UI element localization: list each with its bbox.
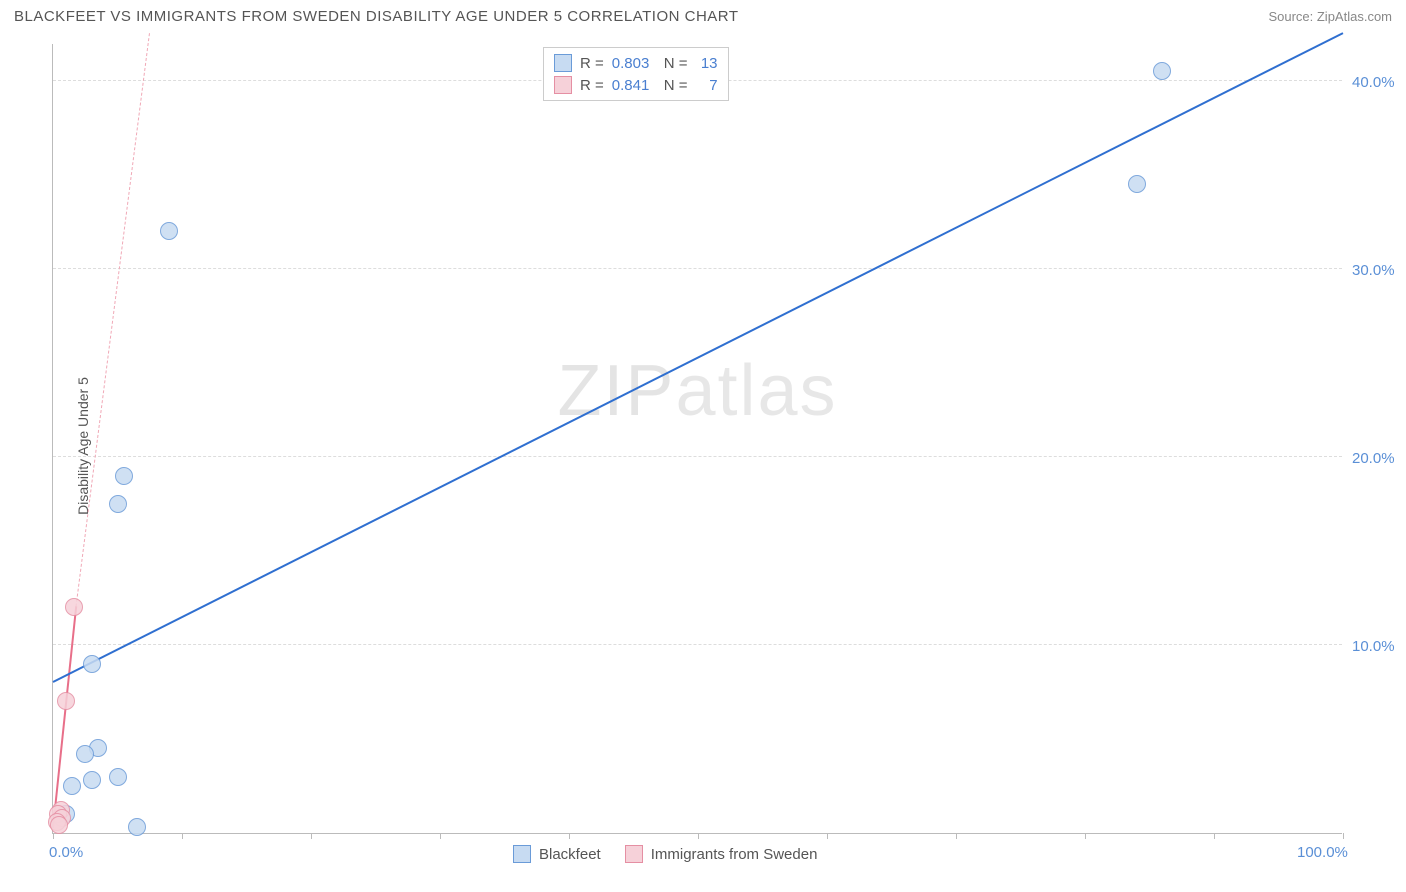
data-point [83,771,101,789]
y-tick-label: 20.0% [1352,450,1406,467]
watermark: ZIPatlas [557,350,837,432]
x-tick [1343,833,1344,839]
watermark-light: atlas [675,351,837,431]
x-tick [698,833,699,839]
x-tick [53,833,54,839]
trend-line [52,606,77,828]
trend-line [53,32,1344,683]
data-point [57,692,75,710]
x-tick-label: 100.0% [1297,844,1348,861]
y-tick-label: 30.0% [1352,262,1406,279]
data-point [83,655,101,673]
legend-item: Immigrants from Sweden [625,845,818,863]
x-tick [569,833,570,839]
gridline [53,268,1342,269]
data-point [65,598,83,616]
chart-source: Source: ZipAtlas.com [1268,9,1392,24]
x-tick [440,833,441,839]
data-point [1128,175,1146,193]
x-tick [1085,833,1086,839]
correlation-legend: R = 0.803 N = 13 R = 0.841 N = 7 [543,47,729,101]
data-point [50,816,68,834]
chart-title: BLACKFEET VS IMMIGRANTS FROM SWEDEN DISA… [14,8,739,25]
data-point [109,495,127,513]
data-point [63,777,81,795]
gridline [53,456,1342,457]
data-point [128,818,146,836]
data-point [109,768,127,786]
r-label: R = [580,77,604,94]
n-value: 13 [696,55,718,72]
y-tick-label: 10.0% [1352,638,1406,655]
legend-row: R = 0.841 N = 7 [554,74,718,96]
data-point [76,745,94,763]
r-value: 0.803 [612,55,656,72]
gridline [53,644,1342,645]
y-tick-label: 40.0% [1352,74,1406,91]
legend-item: Blackfeet [513,845,601,863]
legend-label: Blackfeet [539,846,601,863]
data-point [1153,62,1171,80]
chart-header: BLACKFEET VS IMMIGRANTS FROM SWEDEN DISA… [0,0,1406,29]
data-point [115,467,133,485]
x-tick [956,833,957,839]
r-value: 0.841 [612,77,656,94]
x-tick [1214,833,1215,839]
data-point [160,222,178,240]
n-value: 7 [696,77,718,94]
r-label: R = [580,55,604,72]
n-label: N = [664,55,688,72]
legend-swatch [625,845,643,863]
scatter-chart: ZIPatlas 10.0%20.0%30.0%40.0%0.0%100.0%R… [52,44,1342,834]
trend-line [76,33,151,607]
legend-label: Immigrants from Sweden [651,846,818,863]
x-tick-label: 0.0% [49,844,83,861]
x-tick [827,833,828,839]
series-legend: Blackfeet Immigrants from Sweden [513,845,817,863]
x-tick [311,833,312,839]
n-label: N = [664,77,688,94]
legend-swatch [554,54,572,72]
legend-swatch [513,845,531,863]
legend-swatch [554,76,572,94]
x-tick [182,833,183,839]
legend-row: R = 0.803 N = 13 [554,52,718,74]
